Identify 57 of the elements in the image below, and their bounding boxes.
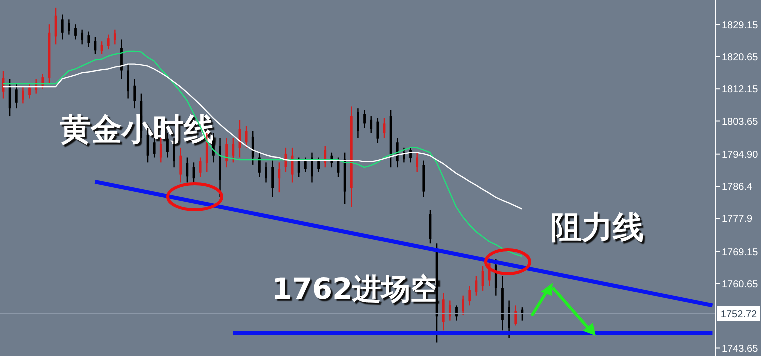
- candlestick: [28, 83, 31, 100]
- ref-line-label: 1752.72: [720, 309, 758, 320]
- candlestick: [410, 147, 412, 164]
- candlestick: [324, 145, 327, 168]
- y-tick-label: 1777.9: [722, 214, 754, 226]
- candlestick: [508, 300, 510, 339]
- candlestick: [61, 14, 64, 40]
- candlestick: [74, 24, 77, 40]
- candlestick: [357, 108, 360, 139]
- candlestick: [42, 74, 44, 90]
- y-tick-label: 1812.15: [722, 84, 759, 96]
- y-tick-label: 1769.15: [722, 247, 759, 258]
- candlestick: [186, 157, 189, 184]
- candlestick: [88, 31, 90, 48]
- candlestick: [120, 39, 123, 80]
- candlestick: [298, 157, 300, 178]
- y-tick-label: 1760.65: [722, 279, 759, 290]
- candlestick: [456, 305, 458, 322]
- candlestick: [442, 292, 445, 332]
- annotation: 阻力线: [551, 210, 644, 248]
- candlestick: [304, 157, 307, 174]
- candlestick: [107, 34, 110, 50]
- candlestick: [318, 157, 320, 174]
- candlestick: [278, 162, 281, 194]
- candlestick: [54, 7, 58, 46]
- y-tick-label: 1803.65: [722, 116, 759, 128]
- candlestick: [311, 152, 314, 184]
- candlestick: [232, 137, 235, 164]
- candlestick: [272, 160, 274, 198]
- candlestick: [68, 19, 70, 36]
- candlestick: [514, 305, 518, 326]
- y-tick-label: 1820.65: [722, 52, 759, 64]
- candlestick: [199, 157, 202, 178]
- candlestick: [468, 285, 472, 306]
- candlestick: [15, 83, 18, 110]
- candlestick: [462, 295, 465, 316]
- candlestick: [252, 130, 254, 166]
- y-tick-label: 1786.4: [722, 182, 754, 194]
- candlestick: [416, 152, 419, 174]
- candlestick: [226, 137, 228, 168]
- candlestick: [448, 300, 452, 322]
- y-tick-label: 1829.15: [722, 20, 759, 32]
- candlestick: [134, 78, 136, 110]
- candlestick: [370, 116, 373, 134]
- candlestick: [364, 110, 366, 129]
- candlestick: [376, 118, 380, 144]
- y-tick-label: 1743.65: [722, 344, 759, 355]
- candlestick: [265, 162, 268, 184]
- y-tick-label: 1794.90: [722, 150, 759, 161]
- candlestick: [81, 29, 84, 46]
- candlestick: [127, 64, 130, 100]
- candlestick: [258, 152, 261, 178]
- candlestick: [8, 78, 12, 118]
- candlestick: [114, 29, 116, 46]
- candlestick: [396, 137, 399, 168]
- candlestick: [22, 86, 24, 104]
- candlestick: [180, 147, 182, 184]
